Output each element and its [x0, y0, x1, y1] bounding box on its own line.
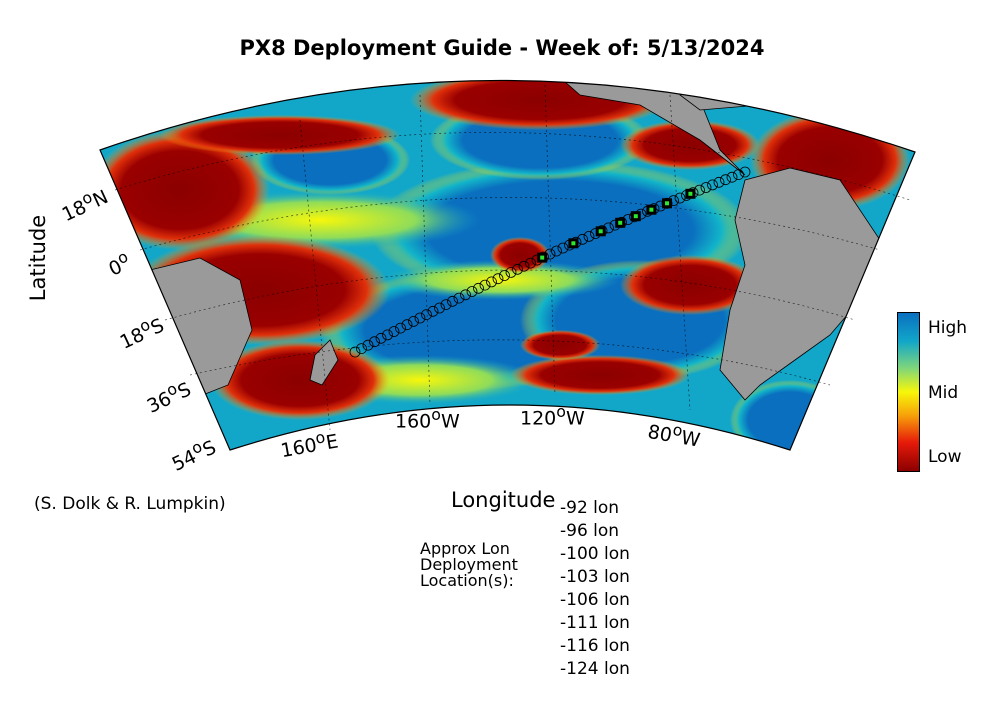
- credit-text: (S. Dolk & R. Lumpkin): [34, 494, 226, 514]
- deployment-marker-center: [618, 220, 623, 225]
- colorbar-low-label: Low: [928, 447, 962, 467]
- track-point: [414, 312, 426, 324]
- track-point: [505, 266, 517, 278]
- track-point: [551, 245, 562, 257]
- track-point: [479, 279, 491, 291]
- deployment-marker-center: [633, 214, 638, 219]
- track-point: [460, 289, 471, 301]
- track-point: [739, 166, 751, 178]
- deployment-location: -100 lon: [560, 544, 630, 564]
- track-point: [733, 169, 744, 181]
- track-point: [382, 329, 393, 341]
- track-point: [453, 292, 465, 304]
- deployment-label-line: Location(s):: [420, 571, 514, 590]
- track-point: [401, 319, 413, 331]
- deployment-location: -111 lon: [560, 613, 630, 633]
- track-point: [395, 322, 406, 334]
- track-point: [473, 282, 484, 294]
- deployment-location: -106 lon: [560, 590, 630, 610]
- land-new-zealand: [309, 339, 339, 386]
- map-frame: [99, 79, 916, 451]
- track-point: [492, 273, 504, 285]
- track-point: [447, 295, 458, 307]
- track-point: [525, 257, 536, 269]
- lon-tick-160w: 160oW: [395, 405, 460, 433]
- track-point: [434, 302, 445, 314]
- track-point: [674, 192, 686, 204]
- track-point: [421, 309, 432, 321]
- deployment-location: -96 lon: [560, 521, 620, 541]
- track-point: [369, 336, 380, 348]
- track-point: [499, 270, 510, 281]
- deployment-marker-center: [665, 201, 669, 206]
- track-point: [362, 339, 374, 351]
- deployment-label: Approx Lon Deployment Location(s):: [420, 541, 518, 589]
- track-point: [583, 230, 595, 242]
- track-point: [720, 174, 731, 186]
- data-field: [100, 80, 915, 450]
- deployment-label-line: Approx Lon: [420, 539, 510, 558]
- track-point: [440, 299, 452, 311]
- y-axis-label: Latitude: [26, 214, 50, 302]
- track-point: [700, 182, 712, 193]
- deployment-marker-center: [598, 229, 603, 234]
- track-point: [388, 326, 400, 337]
- ship-track: [349, 166, 751, 358]
- colorbar: [897, 312, 920, 472]
- lon-tick-120w: 120oW: [520, 402, 585, 430]
- deployment-marker-center: [540, 255, 545, 260]
- track-point: [713, 176, 725, 188]
- track-point: [375, 332, 387, 344]
- track-point: [408, 315, 419, 327]
- deployment-location-list: -92 lon -96 lon -100 lon -103 lon -106 l…: [560, 497, 630, 681]
- colorbar-high-label: High: [928, 318, 968, 338]
- deployment-marker-center: [688, 191, 693, 196]
- track-point: [486, 276, 497, 288]
- track-point: [557, 242, 569, 254]
- deployment-location: -124 lon: [560, 659, 630, 679]
- deployment-location: -116 lon: [560, 636, 630, 656]
- track-point: [356, 343, 367, 355]
- land-north-america: [538, 80, 746, 176]
- track-point: [349, 346, 361, 358]
- track-point: [707, 179, 718, 191]
- track-point: [466, 286, 478, 297]
- deployment-label-line: Deployment: [420, 555, 518, 574]
- track-point: [512, 263, 523, 275]
- graticule: [114, 84, 911, 431]
- land-south-america: [719, 167, 881, 401]
- x-axis-label: Longitude: [451, 488, 556, 512]
- chart-title: PX8 Deployment Guide - Week of: 5/13/202…: [239, 36, 765, 60]
- track-point: [427, 305, 439, 317]
- deployment-marker-center: [649, 207, 654, 212]
- deployment-location: -103 lon: [560, 567, 630, 587]
- deployment-location: -92 lon: [560, 498, 620, 518]
- track-point: [726, 171, 738, 183]
- deployment-marker-center: [571, 241, 576, 246]
- track-point: [518, 260, 530, 272]
- colorbar-mid-label: Mid: [928, 383, 959, 403]
